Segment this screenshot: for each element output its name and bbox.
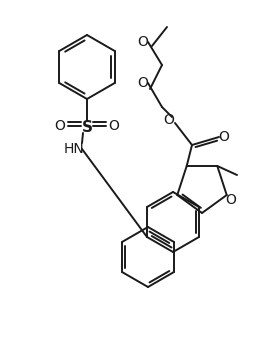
Text: O: O [225,193,236,207]
Text: O: O [164,113,175,127]
Text: O: O [219,130,229,144]
Text: O: O [138,76,148,90]
Text: O: O [138,35,148,49]
Text: HN: HN [64,142,84,156]
Text: S: S [82,119,92,135]
Text: O: O [55,119,66,133]
Text: O: O [109,119,119,133]
